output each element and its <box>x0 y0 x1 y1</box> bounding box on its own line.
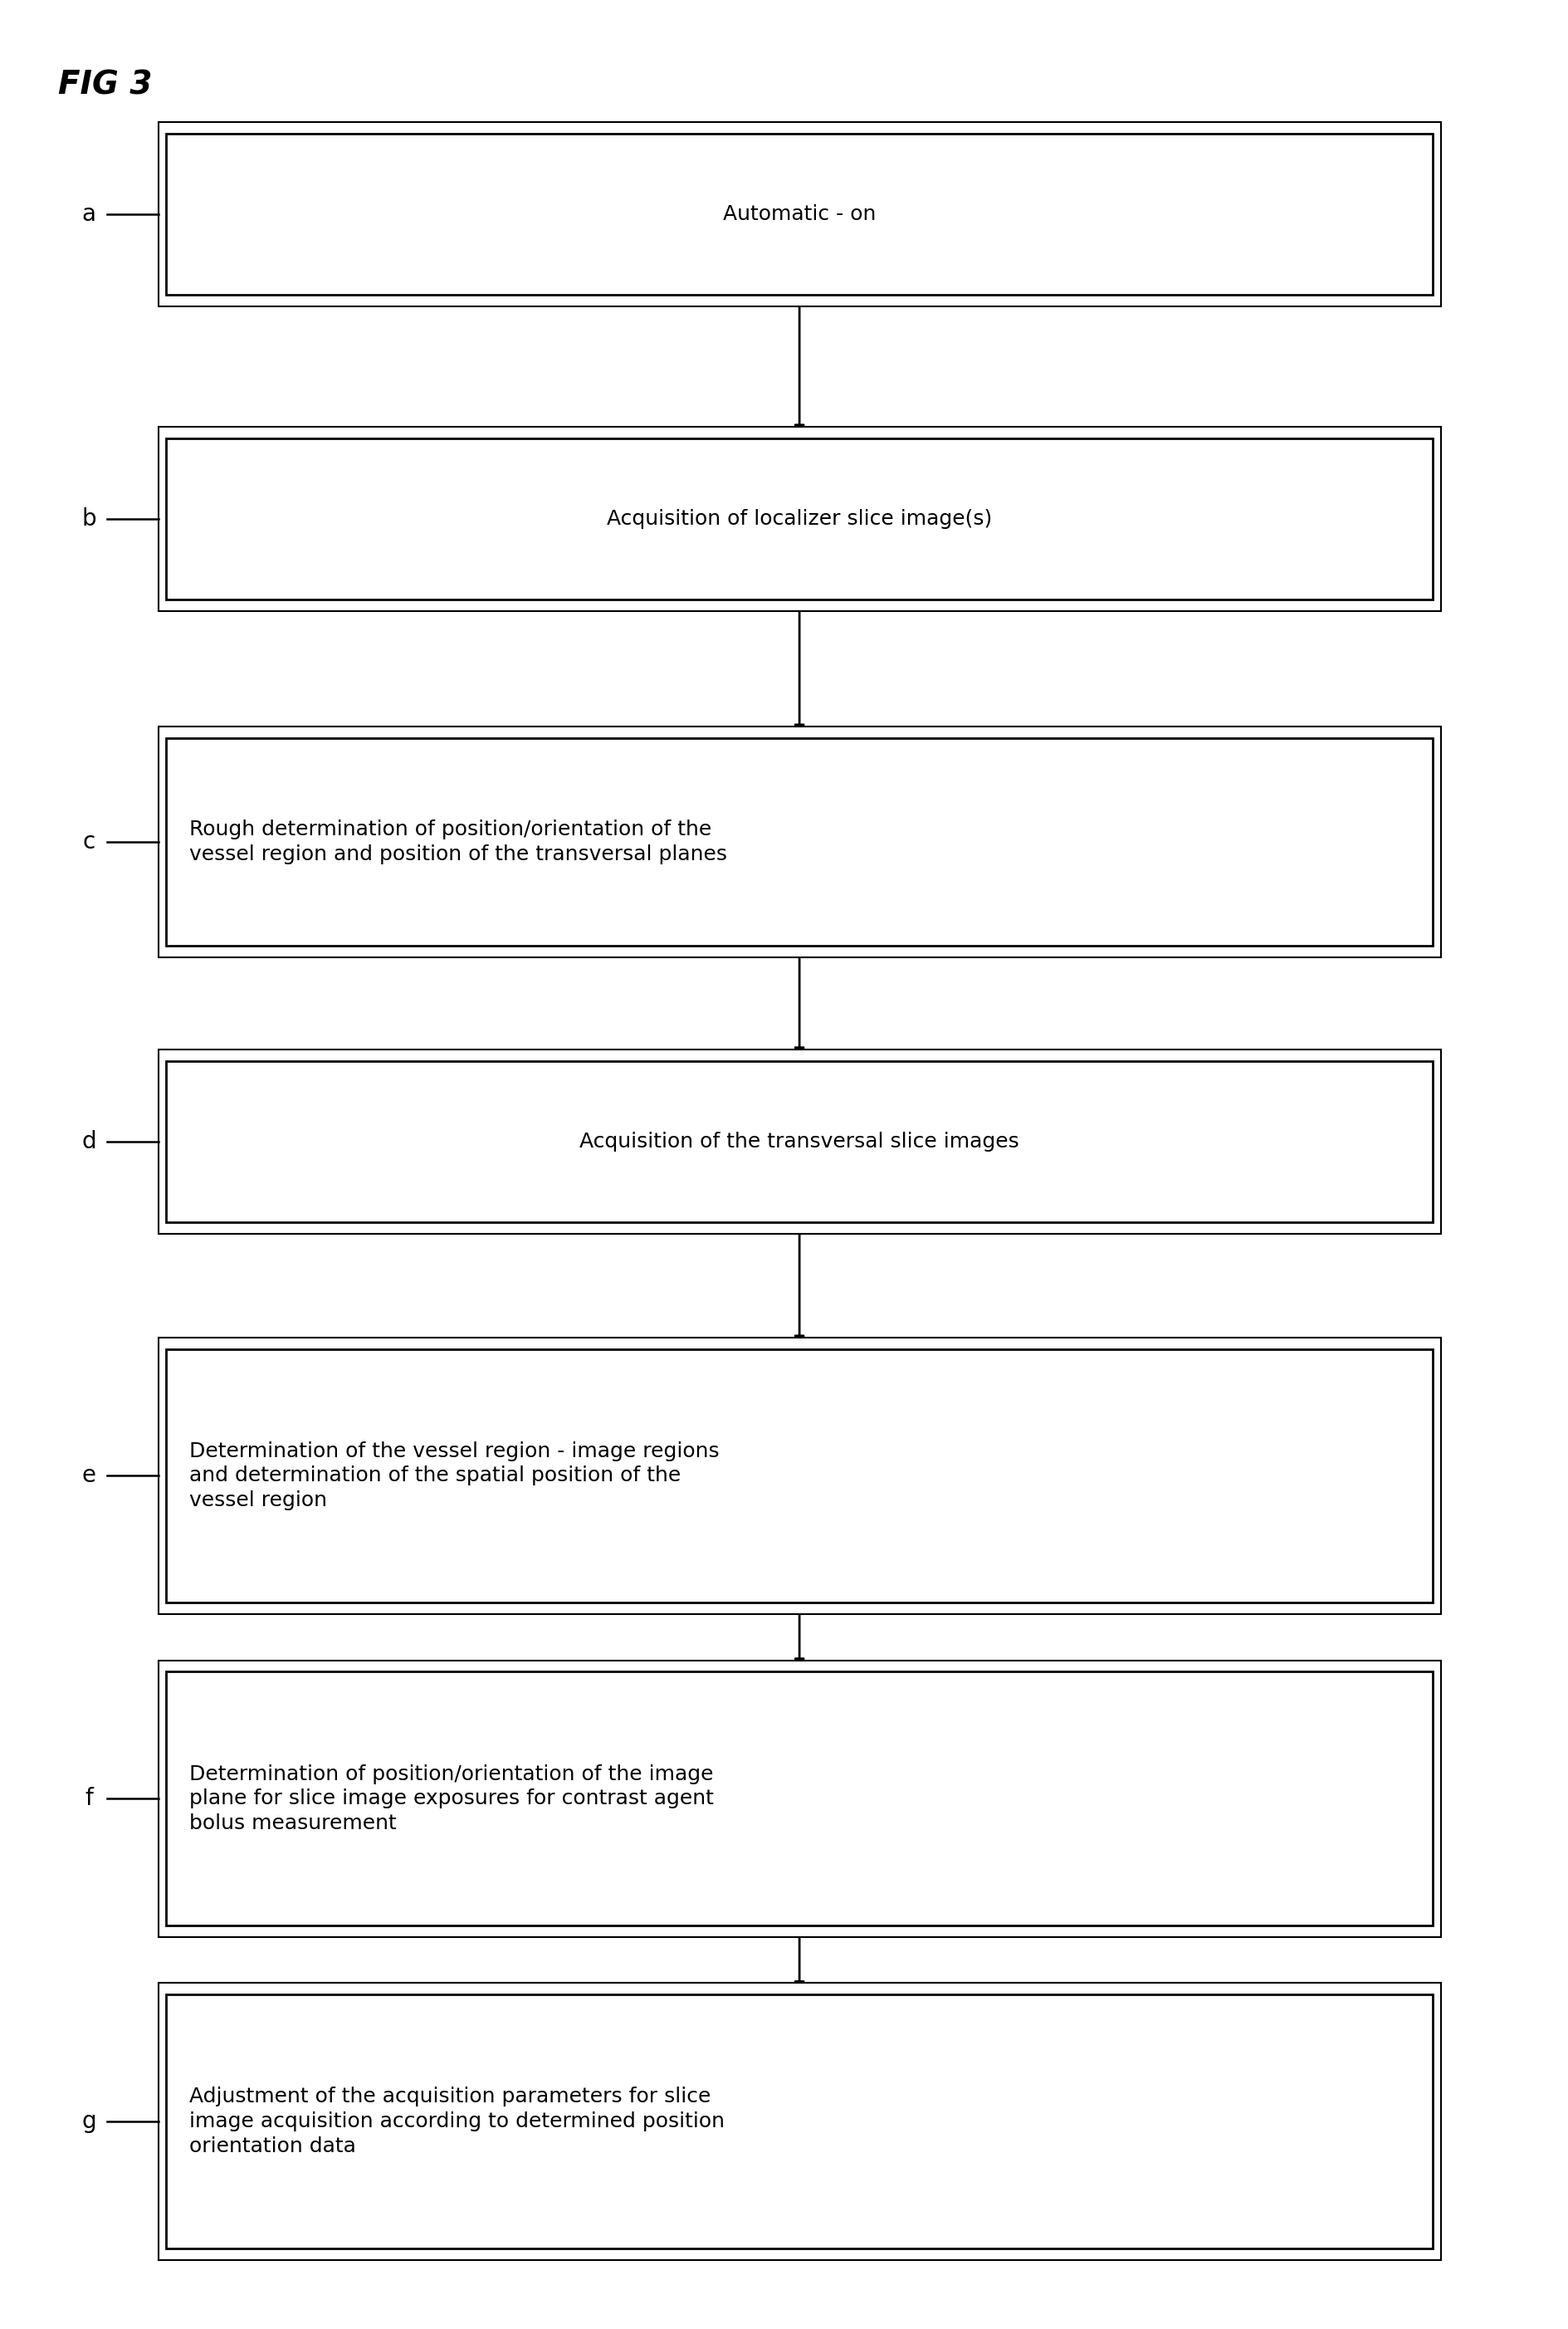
Bar <box>158 727 1441 957</box>
Text: Automatic - on: Automatic - on <box>723 205 877 224</box>
Bar <box>166 738 1433 946</box>
Bar <box>166 438 1433 599</box>
Text: Acquisition of the transversal slice images: Acquisition of the transversal slice ima… <box>580 1132 1019 1151</box>
Bar <box>166 1672 1433 1926</box>
Bar <box>166 1060 1433 1223</box>
Text: Adjustment of the acquisition parameters for slice
image acquisition according t: Adjustment of the acquisition parameters… <box>190 2087 724 2157</box>
Text: Determination of position/orientation of the image
plane for slice image exposur: Determination of position/orientation of… <box>190 1763 713 1833</box>
Text: Acquisition of localizer slice image(s): Acquisition of localizer slice image(s) <box>607 508 993 529</box>
Bar <box>158 1048 1441 1234</box>
Text: a: a <box>82 203 96 226</box>
Text: c: c <box>83 829 96 852</box>
Text: e: e <box>82 1465 96 1488</box>
Text: d: d <box>82 1130 96 1153</box>
Bar <box>166 1348 1433 1602</box>
Bar <box>158 1661 1441 1938</box>
Bar <box>166 133 1433 296</box>
Bar <box>158 426 1441 610</box>
Bar <box>158 121 1441 307</box>
Text: b: b <box>82 508 96 531</box>
Text: g: g <box>82 2110 96 2133</box>
Text: Determination of the vessel region - image regions
and determination of the spat: Determination of the vessel region - ima… <box>190 1442 720 1512</box>
Text: f: f <box>85 1786 93 1810</box>
Bar <box>166 1994 1433 2247</box>
Bar <box>158 1337 1441 1614</box>
Text: FIG 3: FIG 3 <box>58 70 152 100</box>
Text: Rough determination of position/orientation of the
vessel region and position of: Rough determination of position/orientat… <box>190 820 728 864</box>
Bar <box>158 1982 1441 2259</box>
